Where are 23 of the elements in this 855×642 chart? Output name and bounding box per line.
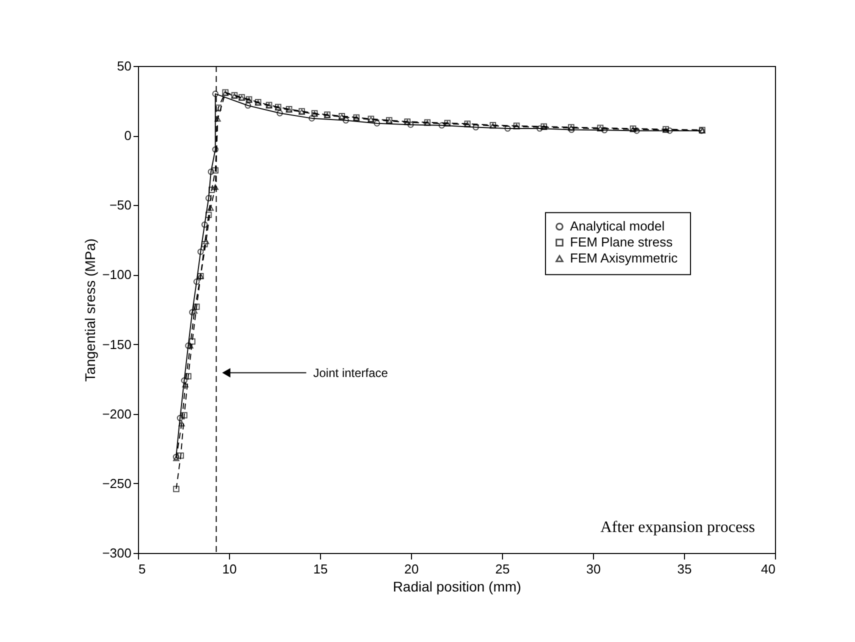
y-tick-label: −100 [102, 267, 132, 282]
ref-line-label: Joint interface [313, 366, 388, 380]
y-tick-label: −150 [102, 336, 132, 352]
y-tick-label: 50 [117, 58, 132, 74]
y-axis-title: Tangential sress (MPa) [82, 238, 98, 382]
x-tick-label: 10 [222, 562, 237, 576]
x-tick-label: 15 [313, 562, 328, 576]
x-tick-label: 40 [761, 562, 776, 576]
y-tick-label: −200 [102, 406, 132, 422]
x-axis-title: Radial position (mm) [392, 578, 522, 594]
x-tick-label: 5 [138, 562, 146, 576]
x-tick-label: 30 [586, 562, 601, 576]
y-tick-label: 0 [124, 128, 132, 144]
annotation: After expansion process [600, 519, 755, 536]
legend-label: FEM Plane stress [570, 234, 674, 250]
y-tick-label: −300 [102, 546, 132, 560]
y-tick-label: −50 [109, 198, 132, 213]
legend-label: Analytical model [570, 218, 665, 234]
x-tick-label: 20 [404, 562, 419, 576]
legend-label: FEM Axisymmetric [570, 250, 678, 266]
x-tick-label: 25 [495, 562, 510, 576]
x-tick-label: 35 [677, 562, 692, 576]
y-tick-label: −250 [102, 476, 132, 491]
